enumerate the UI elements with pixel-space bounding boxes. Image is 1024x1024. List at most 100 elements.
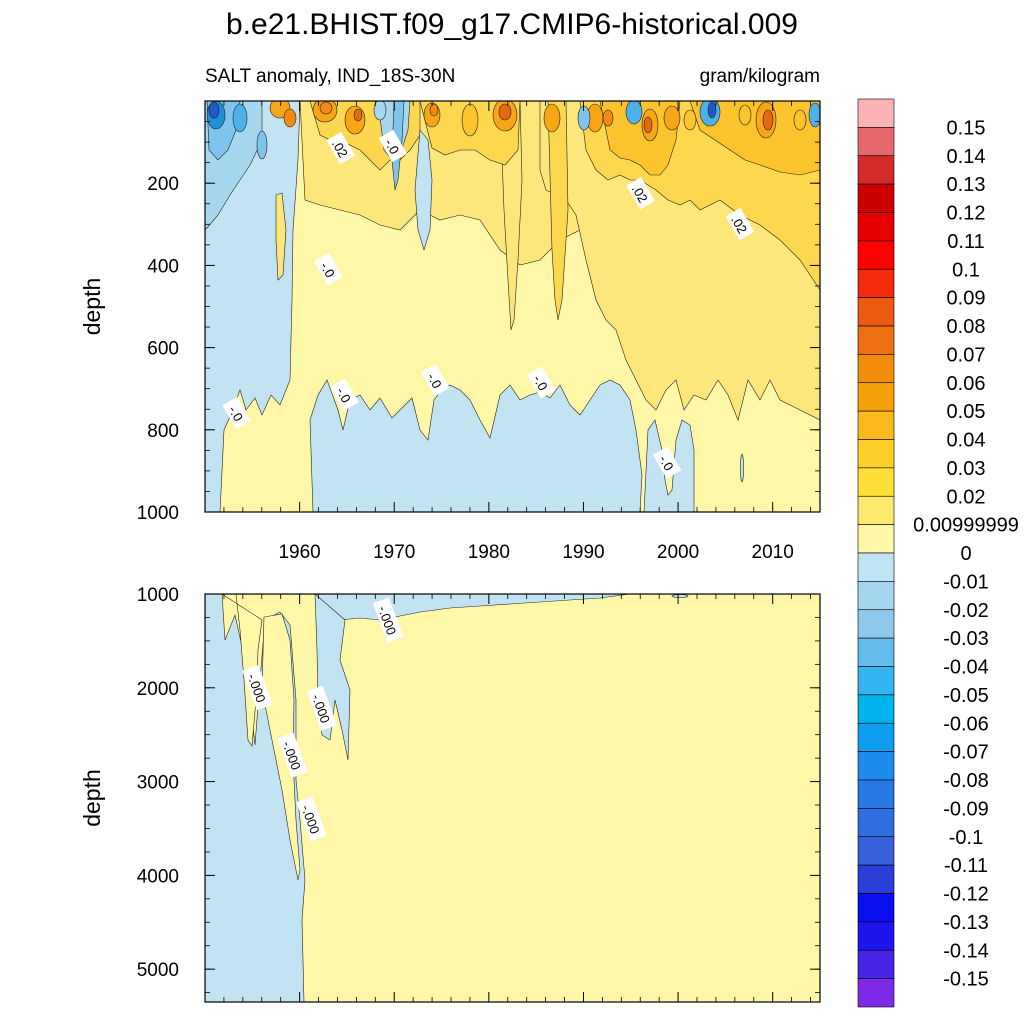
colorbar-label: 0.11: [947, 231, 984, 253]
y-tick-label: 5000: [137, 960, 179, 981]
chart-subtitle-left: SALT anomaly, IND_18S-30N: [205, 66, 455, 87]
contour-label-box: [330, 378, 359, 411]
contour-label-text: -.0: [530, 372, 551, 393]
colorbar-swatch: [857, 325, 895, 355]
negative-anomaly-core: [373, 101, 387, 121]
positive-anomaly-core: [793, 109, 807, 131]
colorbar-swatch: [857, 949, 895, 979]
colorbar-label: 0.08: [947, 316, 986, 338]
contour-label: -.0: [421, 364, 450, 397]
y-tick-label: 800: [147, 421, 179, 442]
x-tick-label: 2000: [657, 542, 699, 563]
contour-label-box: [527, 366, 556, 399]
colorbar-swatch: [857, 240, 895, 270]
chart-title: b.e21.BHIST.f09_g17.CMIP6-historical.009: [226, 8, 798, 41]
y-tick-label: 3000: [137, 773, 179, 794]
y-tick-label: 200: [147, 174, 179, 195]
colorbar-label: -0.11: [944, 855, 988, 877]
colorbar-label: 0.02: [947, 486, 986, 508]
colorbar-swatch: [857, 98, 895, 128]
positive-anomaly-core: [498, 103, 512, 121]
colorbar-label: 0.15: [947, 117, 986, 139]
contour-label: -.0: [378, 129, 408, 163]
y-tick-label: 600: [147, 339, 179, 360]
positive-anomaly-core: [663, 105, 681, 131]
colorbar: 0.15 0.14 0.13 0.12 0.11 0.1 0.09 0.08 0.07 0.06 0…: [857, 98, 1019, 1008]
contour-label-box: [296, 796, 327, 842]
colorbar-swatch: [857, 354, 895, 384]
contour-label-box: [314, 253, 343, 286]
positive-anomaly-region: [547, 101, 569, 321]
chart-subtitle-units: gram/kilogram: [700, 66, 820, 87]
y-tick-label: 1000: [137, 503, 179, 524]
colorbar-label: -0.1: [949, 827, 983, 849]
colorbar-label: -0.07: [943, 742, 989, 764]
contour-label-text: -.0: [382, 136, 403, 157]
positive-anomaly-core: [353, 108, 363, 122]
colorbar-swatch: [857, 268, 895, 298]
colorbar-swatch: [857, 581, 895, 611]
contour-label-box: [326, 131, 355, 165]
colorbar-swatch: [857, 694, 895, 724]
y-tick-label: 4000: [137, 866, 179, 887]
negative-anomaly-region: [643, 419, 695, 512]
colorbar-label: 0.07: [947, 344, 986, 366]
positive-anomaly-core: [283, 108, 297, 128]
contour-label: -.0: [652, 446, 682, 479]
colorbar-swatch: [857, 439, 895, 469]
positive-anomaly-region: [689, 101, 820, 176]
colorbar-label: -0.15: [943, 969, 989, 991]
contour-label: -.0: [527, 366, 556, 399]
lower-panel: -.000-.000-.000-.000-.000 10002000300040…: [79, 585, 821, 1003]
negative-anomaly-core: [625, 101, 643, 125]
colorbar-swatch: [857, 212, 895, 242]
contour-label: -.0: [330, 378, 359, 411]
positive-anomaly-core: [643, 116, 653, 134]
negative-anomaly-region: [414, 129, 433, 252]
colorbar-label: 0.06: [947, 373, 986, 395]
contour-label-box: [378, 129, 408, 163]
positive-anomaly-core: [319, 101, 333, 115]
colorbar-swatch: [857, 382, 895, 412]
colorbar-swatch: [857, 410, 895, 440]
colorbar-swatch: [857, 722, 895, 752]
negative-anomaly-core: [707, 101, 717, 119]
colorbar-label: 0.04: [947, 430, 986, 452]
colorbar-label: -0.06: [943, 713, 989, 735]
colorbar-label: 0: [960, 543, 971, 565]
x-tick-label: 1980: [468, 542, 510, 563]
negative-anomaly-region: [671, 594, 689, 598]
positive-anomaly-core: [762, 109, 774, 131]
colorbar-label: 0.05: [947, 401, 986, 423]
y-tick-label: 400: [147, 256, 179, 277]
colorbar-swatch: [857, 524, 895, 554]
y-tick-label: 2000: [137, 679, 179, 700]
colorbar-swatch: [857, 666, 895, 696]
contour-label-box: [421, 364, 450, 397]
contour-label-box: [652, 446, 682, 479]
contour-label-box: [626, 177, 655, 210]
negative-anomaly-core: [208, 101, 220, 119]
colorbar-swatch: [857, 751, 895, 781]
colorbar-label: 0.00999999: [913, 515, 1019, 537]
colorbar-swatch: [857, 637, 895, 667]
colorbar-swatch: [857, 808, 895, 838]
colorbar-swatch: [857, 978, 895, 1008]
contour-label-box: [725, 207, 755, 241]
colorbar-label: -0.08: [943, 770, 989, 792]
colorbar-swatch: [857, 183, 895, 213]
contour-label-box: [372, 597, 404, 643]
negative-anomaly-core: [256, 130, 268, 160]
contour-label-text: -.0: [226, 403, 247, 424]
positive-anomaly-core: [344, 105, 366, 135]
contour-label-text: -.0: [424, 370, 445, 391]
colorbar-swatch: [857, 779, 895, 809]
colorbar-label: 0.13: [947, 174, 986, 196]
positive-anomaly-core: [683, 109, 697, 131]
positive-anomaly-core: [461, 103, 479, 137]
colorbar-swatch: [857, 836, 895, 866]
negative-anomaly-region: [740, 453, 744, 483]
positive-anomaly-core: [602, 109, 614, 127]
colorbar-label: -0.02: [943, 600, 989, 622]
